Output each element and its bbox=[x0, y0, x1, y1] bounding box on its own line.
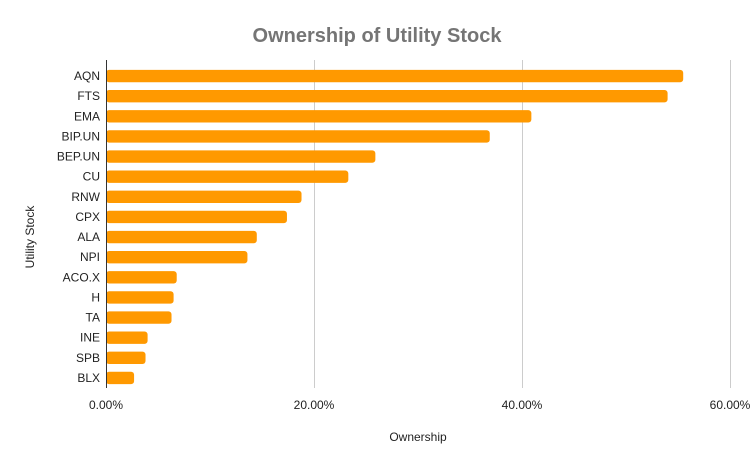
bar-rnw bbox=[106, 190, 302, 204]
y-tick-label: H bbox=[91, 290, 100, 304]
y-tick-label: NPI bbox=[80, 250, 100, 264]
bar-h bbox=[106, 291, 174, 304]
y-tick-label: CU bbox=[83, 170, 100, 184]
y-tick-label: AQN bbox=[74, 69, 100, 83]
x-tick-labels: 0.00% 20.00% 40.00% 60.00% bbox=[89, 398, 751, 412]
y-tick-label: SPB bbox=[76, 351, 100, 365]
bar-fts bbox=[106, 89, 668, 103]
x-axis-title: Ownership bbox=[389, 430, 447, 444]
bar-blx bbox=[106, 371, 135, 385]
y-axis-title: Utility Stock bbox=[23, 205, 37, 269]
bar-aco-x bbox=[106, 271, 177, 284]
chart-title: Ownership of Utility Stock bbox=[253, 25, 503, 47]
x-tick-label: 0.00% bbox=[89, 398, 123, 412]
y-tick-label: BIP.UN bbox=[62, 129, 100, 143]
y-tick-label: RNW bbox=[71, 190, 100, 204]
y-tick-label: CPX bbox=[75, 210, 100, 224]
y-tick-label: ALA bbox=[77, 230, 100, 244]
bar-ine bbox=[106, 331, 148, 344]
bar-ala bbox=[106, 230, 257, 244]
y-tick-label: INE bbox=[80, 331, 100, 345]
bar-bip-un bbox=[106, 130, 490, 143]
bar-ta bbox=[106, 311, 172, 324]
bar-spb bbox=[106, 351, 146, 365]
y-tick-label: ACO.X bbox=[63, 270, 100, 284]
gridlines bbox=[314, 60, 731, 388]
bar-cpx bbox=[106, 210, 287, 224]
x-tick-label: 60.00% bbox=[710, 398, 751, 412]
bar-aqn bbox=[106, 69, 684, 83]
bar-bep-un bbox=[106, 150, 376, 163]
x-tick-label: 40.00% bbox=[502, 398, 543, 412]
bar-npi bbox=[106, 250, 248, 264]
bar-cu bbox=[106, 170, 349, 183]
y-tick-label: FTS bbox=[77, 89, 100, 103]
y-tick-label: TA bbox=[86, 311, 100, 325]
bar-ema bbox=[106, 110, 532, 123]
y-tick-labels: AQN FTS EMA BIP.UN BEP.UN CU RNW CPX ALA NPI ACO.X… bbox=[57, 69, 101, 385]
bars bbox=[106, 69, 684, 385]
y-tick-label: BEP.UN bbox=[57, 150, 100, 164]
x-tick-label: 20.00% bbox=[294, 398, 335, 412]
y-tick-label: EMA bbox=[74, 109, 100, 123]
y-tick-label: BLX bbox=[77, 371, 100, 385]
